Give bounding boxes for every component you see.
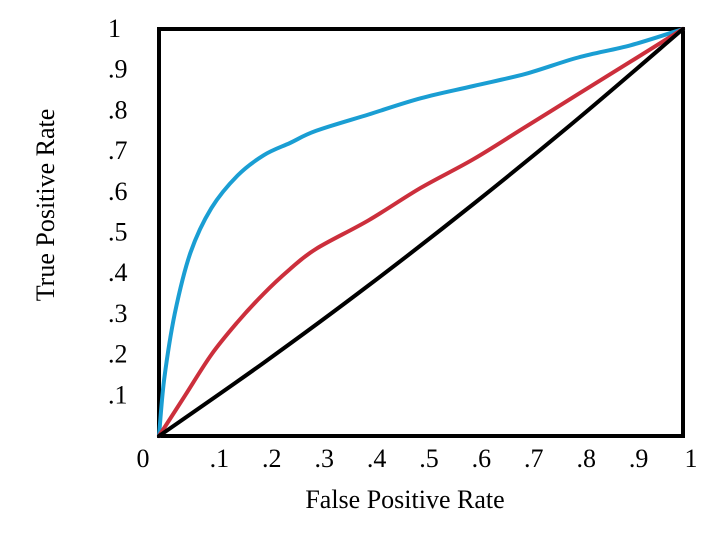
roc-curve-2 [157,27,685,438]
y-tick-label: .8 [108,95,128,124]
y-tick-label: .7 [108,136,128,165]
x-tick-label: .4 [367,444,387,473]
x-tick-label: .9 [629,444,649,473]
x-tick-label: 1 [685,444,698,473]
y-tick-labels: .1 .2 .3 .4 .5 .6 .7 .8 .9 1 [108,14,128,409]
y-tick-label: .1 [108,380,128,409]
x-tick-label: .5 [419,444,439,473]
x-tick-label: 0 [137,444,150,473]
y-tick-label: .4 [108,258,128,287]
x-tick-label: .7 [524,444,544,473]
x-tick-label: .6 [472,444,492,473]
y-tick-label: .5 [108,218,128,247]
roc-curve-3 [157,27,685,438]
x-tick-label: .2 [262,444,282,473]
x-tick-label: .8 [576,444,596,473]
y-tick-label: .9 [108,55,128,84]
y-tick-label: .3 [108,299,128,328]
x-tick-labels: 0 .1 .2 .3 .4 .5 .6 .7 .8 .9 1 [137,444,698,473]
y-tick-label: .2 [108,340,128,369]
x-tick-label: .3 [314,444,334,473]
y-tick-label: .6 [108,177,128,206]
plot-area [157,27,685,438]
y-tick-label: 1 [108,14,121,43]
y-axis-title: True Positive Rate [31,109,60,302]
x-tick-label: .1 [210,444,230,473]
x-axis-title: False Positive Rate [305,485,504,514]
curve-layer [157,27,685,438]
roc-curve-1 [157,27,685,438]
